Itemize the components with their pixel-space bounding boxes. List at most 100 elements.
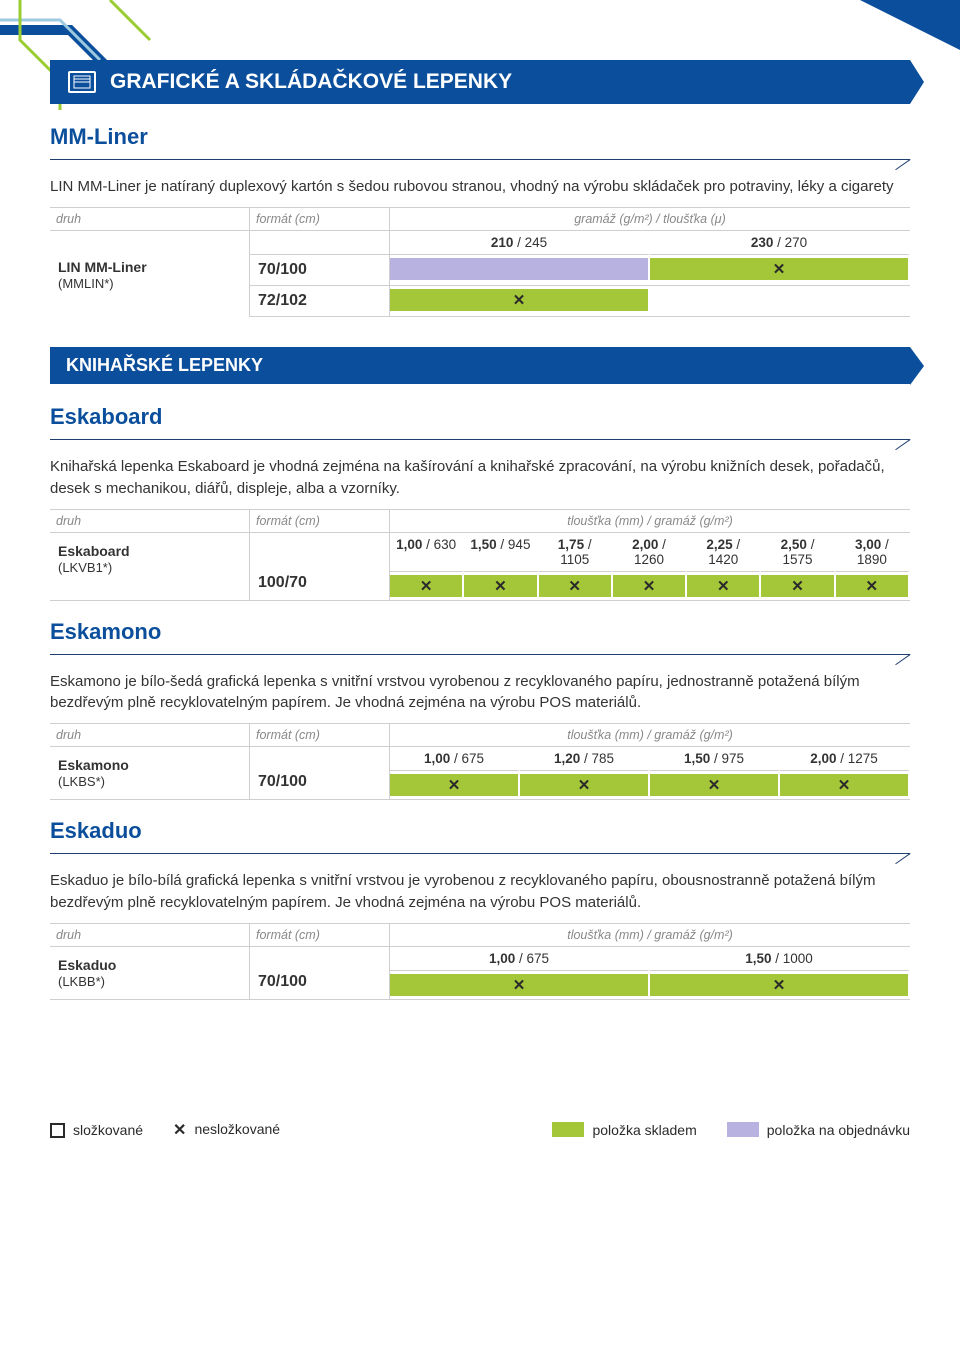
x-mark-icon: ✕ [717, 577, 730, 595]
x-mark-icon: ✕ [578, 776, 591, 794]
x-mark-icon: ✕ [448, 776, 461, 794]
legend-label: nesložkované [194, 1121, 280, 1137]
x-mark-icon: ✕ [773, 976, 786, 994]
swatch-cell: ✕ [539, 575, 613, 597]
legend-label: položka na objednávku [767, 1122, 910, 1138]
table-header: druh formát (cm) tloušťka (mm) / gramáž … [50, 509, 910, 533]
x-icon: ✕ [173, 1122, 186, 1139]
col-druh: druh [50, 724, 250, 746]
product-desc-mmliner: LIN MM-Liner je natíraný duplexový kartó… [50, 176, 910, 197]
x-mark-icon: ✕ [494, 577, 507, 595]
swatch-cell: ✕ [613, 575, 687, 597]
col-druh: druh [50, 510, 250, 532]
legend-objednavku: položka na objednávku [727, 1122, 910, 1138]
x-mark-icon: ✕ [773, 260, 786, 278]
data-header: 1,20 / 785 [520, 747, 650, 771]
product-label: Eskamono(LKBS*) [50, 747, 250, 800]
x-mark-icon: ✕ [513, 291, 526, 309]
col-druh: druh [50, 924, 250, 946]
legend-label: složkované [73, 1122, 143, 1138]
data-header: 1,00 / 630 [390, 533, 464, 572]
product-label: LIN MM-Liner(MMLIN*) [50, 231, 250, 317]
swatch-cell: ✕ [390, 289, 650, 311]
data-header: 1,50 / 1000 [650, 947, 910, 971]
col-gram: gramáž (g/m²) / tloušťka (μ) [390, 208, 910, 230]
data-header: 3,00 / 1890 [836, 533, 910, 572]
rule-decoration [50, 651, 910, 663]
mmliner-table: LIN MM-Liner(MMLIN*) 210 / 245230 / 270 70… [50, 231, 910, 317]
data-header: 1,00 / 675 [390, 747, 520, 771]
page-title: GRAFICKÉ A SKLÁDAČKOVÉ LEPENKY [110, 70, 512, 94]
legend-slozkovane: složkované [50, 1122, 143, 1138]
product-desc-eskamono: Eskamono je bílo-šedá grafická lepenka s… [50, 671, 910, 714]
col-thick: tloušťka (mm) / gramáž (g/m²) [390, 724, 910, 746]
swatch-cell: ✕ [390, 974, 650, 996]
x-mark-icon: ✕ [838, 776, 851, 794]
spacer [250, 231, 390, 255]
col-format: formát (cm) [250, 924, 390, 946]
x-mark-icon: ✕ [708, 776, 721, 794]
product-label: Eskaboard(LKVB1*) [50, 533, 250, 601]
swatch-cell: ✕ [650, 258, 910, 280]
swatch-cell: ✕ [390, 774, 520, 796]
swatch-cell: ✕ [780, 774, 910, 796]
x-mark-icon: ✕ [420, 577, 433, 595]
product-desc-eskaboard: Knihařská lepenka Eskaboard je vhodná ze… [50, 456, 910, 499]
legend-neslozkovane: ✕ nesložkované [173, 1120, 280, 1140]
product-title-eskaduo: Eskaduo [50, 818, 910, 844]
legend-skladem: položka skladem [552, 1122, 696, 1138]
rule-decoration [50, 436, 910, 448]
swatch-cell [390, 258, 650, 280]
x-mark-icon: ✕ [568, 577, 581, 595]
swatch-lavender-icon [727, 1122, 759, 1137]
x-mark-icon: ✕ [791, 577, 804, 595]
format-cell: 70/100 [250, 947, 390, 1000]
corner-triangle [860, 0, 960, 50]
col-thick: tloušťka (mm) / gramáž (g/m²) [390, 510, 910, 532]
rule-decoration [50, 850, 910, 862]
data-header: 2,00 / 1260 [613, 533, 687, 572]
square-icon [50, 1123, 65, 1138]
data-header: 210 / 245 [390, 231, 650, 255]
eskaduo-table: Eskaduo(LKBB*)70/1001,00 / 6751,50 / 100… [50, 947, 910, 1000]
format-cell: 100/70 [250, 533, 390, 601]
section-banner: KNIHAŘSKÉ LEPENKY [50, 347, 910, 384]
swatch-cell: ✕ [761, 575, 835, 597]
x-mark-icon: ✕ [866, 577, 879, 595]
table-header: druh formát (cm) gramáž (g/m²) / tloušťk… [50, 207, 910, 231]
table-header: druh formát (cm) tloušťka (mm) / gramáž … [50, 923, 910, 947]
table-header: druh formát (cm) tloušťka (mm) / gramáž … [50, 723, 910, 747]
swatch-cell: ✕ [836, 575, 910, 597]
swatch-cell [650, 289, 910, 311]
catalog-icon [68, 71, 96, 93]
col-format: formát (cm) [250, 208, 390, 230]
product-title-eskamono: Eskamono [50, 619, 910, 645]
product-title-mmliner: MM-Liner [50, 124, 910, 150]
data-header: 1,00 / 675 [390, 947, 650, 971]
eskaboard-table: Eskaboard(LKVB1*)100/701,00 / 6301,50 / … [50, 533, 910, 601]
swatch-cell: ✕ [687, 575, 761, 597]
col-format: formát (cm) [250, 510, 390, 532]
eskamono-table: Eskamono(LKBS*)70/1001,00 / 6751,20 / 78… [50, 747, 910, 800]
data-header: 1,75 / 1105 [539, 533, 613, 572]
format-cell: 72/102 [250, 286, 390, 317]
format-cell: 70/100 [250, 747, 390, 800]
x-mark-icon: ✕ [513, 976, 526, 994]
section-title: KNIHAŘSKÉ LEPENKY [66, 355, 263, 376]
swatch-cell: ✕ [464, 575, 538, 597]
data-header: 1,50 / 945 [464, 533, 538, 572]
col-druh: druh [50, 208, 250, 230]
page-header-banner: GRAFICKÉ A SKLÁDAČKOVÉ LEPENKY [50, 60, 910, 104]
legend: složkované ✕ nesložkované položka skladem… [50, 1120, 910, 1140]
x-mark-icon: ✕ [643, 577, 656, 595]
swatch-green-icon [552, 1122, 584, 1137]
swatch-cell: ✕ [520, 774, 650, 796]
data-header: 2,25 / 1420 [687, 533, 761, 572]
format-cell: 70/100 [250, 255, 390, 286]
product-title-eskaboard: Eskaboard [50, 404, 910, 430]
data-header: 1,50 / 975 [650, 747, 780, 771]
data-header: 230 / 270 [650, 231, 910, 255]
product-label: Eskaduo(LKBB*) [50, 947, 250, 1000]
swatch-cell: ✕ [390, 575, 464, 597]
data-header: 2,50 / 1575 [761, 533, 835, 572]
